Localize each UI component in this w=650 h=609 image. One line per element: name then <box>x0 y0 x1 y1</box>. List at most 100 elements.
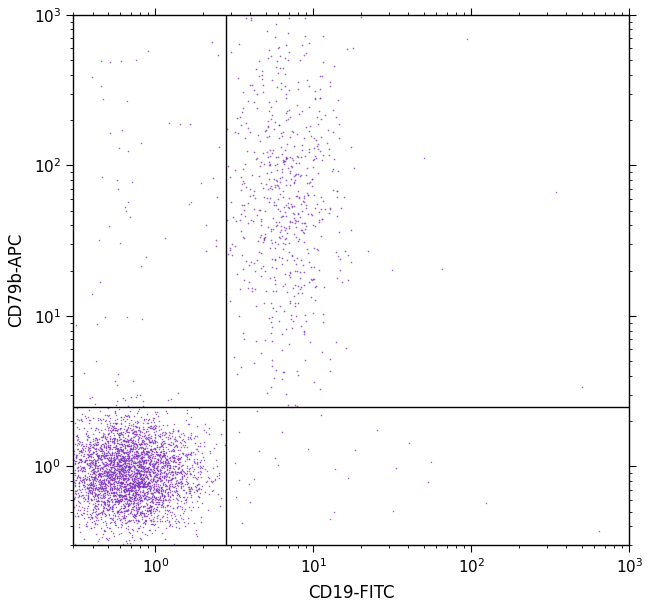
Point <box>136 477 147 487</box>
Point <box>138 438 149 448</box>
Point <box>185 488 195 498</box>
Point <box>99 499 110 509</box>
Point <box>256 217 266 227</box>
Point <box>126 444 136 454</box>
Point <box>105 431 115 441</box>
Point <box>107 502 118 512</box>
Point <box>86 473 96 482</box>
Point <box>178 460 188 470</box>
Point <box>143 480 153 490</box>
Point <box>112 444 122 454</box>
Point <box>127 474 137 484</box>
Point <box>192 460 202 470</box>
Point <box>190 482 200 491</box>
Point <box>285 217 296 227</box>
Point <box>187 484 197 494</box>
Point <box>88 414 98 423</box>
Point <box>155 492 165 502</box>
Point <box>107 500 118 510</box>
Point <box>156 454 166 464</box>
Point <box>119 496 129 506</box>
Point <box>155 471 165 481</box>
Point <box>185 484 195 494</box>
Point <box>83 452 94 462</box>
Point <box>152 475 162 485</box>
Point <box>127 490 137 499</box>
Point <box>38 476 49 486</box>
Point <box>294 194 304 203</box>
Point <box>159 463 169 473</box>
Point <box>266 361 277 371</box>
Point <box>285 216 296 225</box>
Point <box>104 496 114 506</box>
Point <box>131 392 142 401</box>
Point <box>104 510 114 520</box>
Point <box>84 443 95 453</box>
Point <box>168 463 179 473</box>
Point <box>124 455 134 465</box>
Point <box>124 456 134 466</box>
Point <box>66 468 77 477</box>
Point <box>144 468 155 477</box>
Point <box>116 437 126 447</box>
Point <box>147 459 157 468</box>
Point <box>243 1 254 11</box>
Point <box>125 482 136 491</box>
Point <box>162 462 172 472</box>
Point <box>73 454 84 463</box>
Point <box>74 479 85 488</box>
Point <box>121 477 131 487</box>
Point <box>235 172 246 181</box>
Point <box>86 513 97 523</box>
Point <box>304 38 315 48</box>
Point <box>103 472 113 482</box>
Point <box>155 493 166 503</box>
Point <box>130 444 140 454</box>
Point <box>83 449 93 459</box>
Point <box>133 490 144 499</box>
Point <box>142 418 152 428</box>
Point <box>91 440 101 449</box>
Point <box>153 499 164 509</box>
Point <box>97 451 107 460</box>
Point <box>105 484 115 493</box>
Point <box>117 455 127 465</box>
Point <box>263 116 274 125</box>
Point <box>140 443 150 453</box>
Point <box>281 93 291 102</box>
Point <box>62 476 73 485</box>
Point <box>129 493 140 502</box>
Point <box>81 413 92 423</box>
Point <box>132 418 142 428</box>
Point <box>145 459 155 469</box>
Point <box>92 474 102 484</box>
Point <box>86 449 97 459</box>
Point <box>137 477 148 487</box>
Point <box>72 451 82 460</box>
Point <box>192 487 202 496</box>
Point <box>52 498 62 508</box>
Point <box>105 469 115 479</box>
Point <box>255 214 266 224</box>
Point <box>143 415 153 425</box>
Point <box>155 516 165 526</box>
Point <box>160 491 170 501</box>
Point <box>124 505 134 515</box>
Point <box>148 449 159 459</box>
Point <box>137 485 148 495</box>
Point <box>270 286 281 295</box>
Point <box>172 437 182 446</box>
Point <box>100 431 110 441</box>
Point <box>79 513 89 523</box>
Point <box>276 79 287 88</box>
Point <box>135 453 146 463</box>
Point <box>86 483 96 493</box>
Point <box>160 502 170 512</box>
Point <box>118 456 128 466</box>
Point <box>117 507 127 516</box>
Point <box>72 440 82 450</box>
Point <box>104 473 114 483</box>
Point <box>66 481 77 490</box>
Point <box>124 446 135 456</box>
Point <box>116 423 127 433</box>
